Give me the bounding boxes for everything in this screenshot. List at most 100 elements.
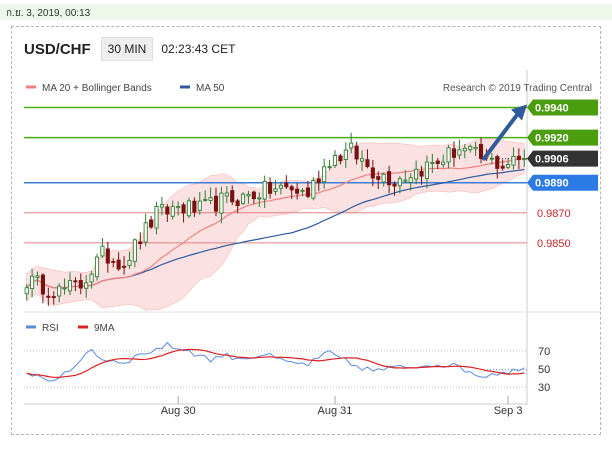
candle-body — [35, 275, 40, 278]
candle-body — [278, 184, 283, 189]
candle-body — [295, 188, 300, 194]
candle-body — [414, 168, 419, 180]
candle-body — [473, 146, 478, 150]
candle-body — [424, 161, 429, 179]
candle-body — [305, 187, 311, 197]
candle-body — [208, 197, 213, 201]
rsi-tick-label: 70 — [538, 346, 550, 358]
attribution-text: Research © 2019 Trading Central — [443, 83, 592, 94]
projection-arrow-shaft — [482, 111, 520, 161]
candle-body — [257, 197, 262, 200]
rsi-legend-label-0: RSI — [42, 323, 59, 334]
candle-body — [343, 149, 348, 160]
candle-body — [24, 287, 29, 295]
candle-body — [511, 155, 516, 166]
candle-body — [457, 149, 462, 156]
candle-body — [273, 188, 278, 192]
candle-body — [500, 165, 505, 169]
candle-body — [100, 245, 105, 257]
date-stamp: ก.ย. 3, 2019, 00:13 — [6, 8, 91, 19]
candle-body — [224, 192, 229, 197]
candle-body — [354, 145, 359, 160]
price-tag-pivot — [527, 174, 598, 191]
candle-body — [132, 239, 137, 262]
candle-body — [143, 222, 148, 243]
legend-label-1: MA 50 — [196, 83, 225, 94]
candle-body — [94, 256, 100, 278]
candle-body — [338, 155, 343, 162]
candle-body — [349, 142, 354, 149]
candle-body — [235, 200, 240, 207]
candle-body — [446, 147, 451, 163]
time-tick-label: Sep 3 — [494, 405, 523, 417]
price-label-support: 0.9870 — [537, 208, 571, 220]
legend-label-0: MA 20 + Bollinger Bands — [42, 83, 152, 94]
rsi-tick-label: 30 — [538, 382, 550, 394]
time-label: 02:23:43 CET — [161, 42, 236, 56]
candle-body — [170, 205, 175, 217]
rsi-line — [26, 341, 525, 382]
candle-body — [67, 280, 73, 292]
top-bar-band — [0, 4, 612, 20]
candle-body — [251, 191, 256, 200]
timeframe-button[interactable]: 30 MIN — [100, 37, 154, 61]
time-tick-label: Aug 30 — [161, 405, 196, 417]
candle-body — [300, 189, 305, 192]
candle-body — [268, 182, 273, 194]
candle-body — [392, 183, 397, 187]
candle-body — [332, 155, 338, 166]
candle-body — [478, 143, 484, 159]
rsi-tick-label: 50 — [538, 364, 550, 376]
chart-header: USD/CHF 30 MIN 02:23:43 CET — [24, 37, 235, 61]
candle-body — [186, 200, 192, 217]
rsi-ma-line — [26, 348, 525, 379]
candle-body — [149, 219, 154, 228]
candle-body — [284, 182, 289, 188]
candle-body — [197, 200, 202, 211]
bollinger-band — [26, 137, 525, 311]
candle-body — [46, 295, 51, 298]
candle-body — [408, 177, 413, 183]
projection-arrow-head — [511, 104, 527, 121]
price-label-current: 0.9906 — [535, 154, 569, 166]
price-tag-current — [527, 150, 598, 167]
candle-body — [181, 204, 186, 214]
candle-body — [116, 259, 121, 270]
candle-body — [489, 157, 494, 160]
candle-body — [516, 155, 521, 160]
candle-body — [376, 176, 381, 180]
candle-body — [327, 166, 332, 169]
candle-body — [495, 156, 500, 169]
candle-body — [462, 147, 467, 152]
candle-body — [165, 206, 170, 215]
candles-group — [24, 132, 527, 306]
candle-body — [111, 260, 116, 263]
candle-body — [451, 148, 457, 158]
candle-body — [289, 186, 294, 191]
candle-body — [159, 204, 164, 208]
candle-body — [30, 275, 35, 290]
candle-body — [176, 206, 181, 209]
candle-body — [138, 241, 143, 245]
chart-panel: USD/CHF 30 MIN 02:23:43 CET — [11, 26, 601, 435]
candle-body — [62, 287, 67, 290]
candle-body — [387, 171, 392, 186]
price-label-support: 0.9850 — [537, 238, 571, 250]
candle-body — [40, 274, 45, 295]
candle-body — [441, 161, 446, 166]
candle-body — [397, 178, 402, 187]
candle-body — [365, 159, 370, 167]
price-label-pivot: 0.9890 — [535, 178, 569, 190]
time-tick-label: Aug 31 — [318, 405, 353, 417]
candle-body — [240, 193, 246, 204]
price-tag-resistance — [527, 99, 598, 116]
candle-body — [430, 161, 435, 164]
candle-body — [78, 280, 83, 289]
candle-body — [122, 265, 127, 268]
candle-body — [89, 273, 94, 283]
candle-body — [403, 179, 408, 182]
candle-body — [84, 282, 89, 289]
candle-body — [359, 158, 365, 162]
candle-body — [73, 280, 78, 283]
